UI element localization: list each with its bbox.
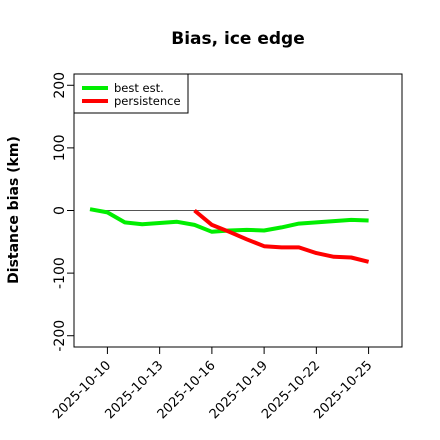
legend-label-best-est: best est.: [114, 81, 164, 95]
y-tick-label: -100: [52, 257, 68, 289]
y-axis: -200 -100 0 100 200: [52, 72, 74, 352]
series-layer: [89, 207, 370, 264]
legend: best est. persistence: [73, 73, 189, 114]
legend-label-persistence: persistence: [114, 94, 181, 108]
chart-title: Bias, ice edge: [171, 29, 305, 49]
series-line-persistence: [193, 208, 370, 264]
y-axis-label: Distance bias (km): [6, 136, 22, 284]
y-tick-label: 0: [52, 206, 68, 215]
series-line-best-est: [89, 207, 369, 234]
y-tick-label: 100: [52, 135, 68, 162]
x-axis: 2025-10-102025-10-132025-10-162025-10-19…: [50, 347, 375, 422]
legend-box: [73, 73, 189, 114]
y-tick-label: -200: [52, 320, 68, 352]
y-tick-label: 200: [52, 72, 68, 99]
